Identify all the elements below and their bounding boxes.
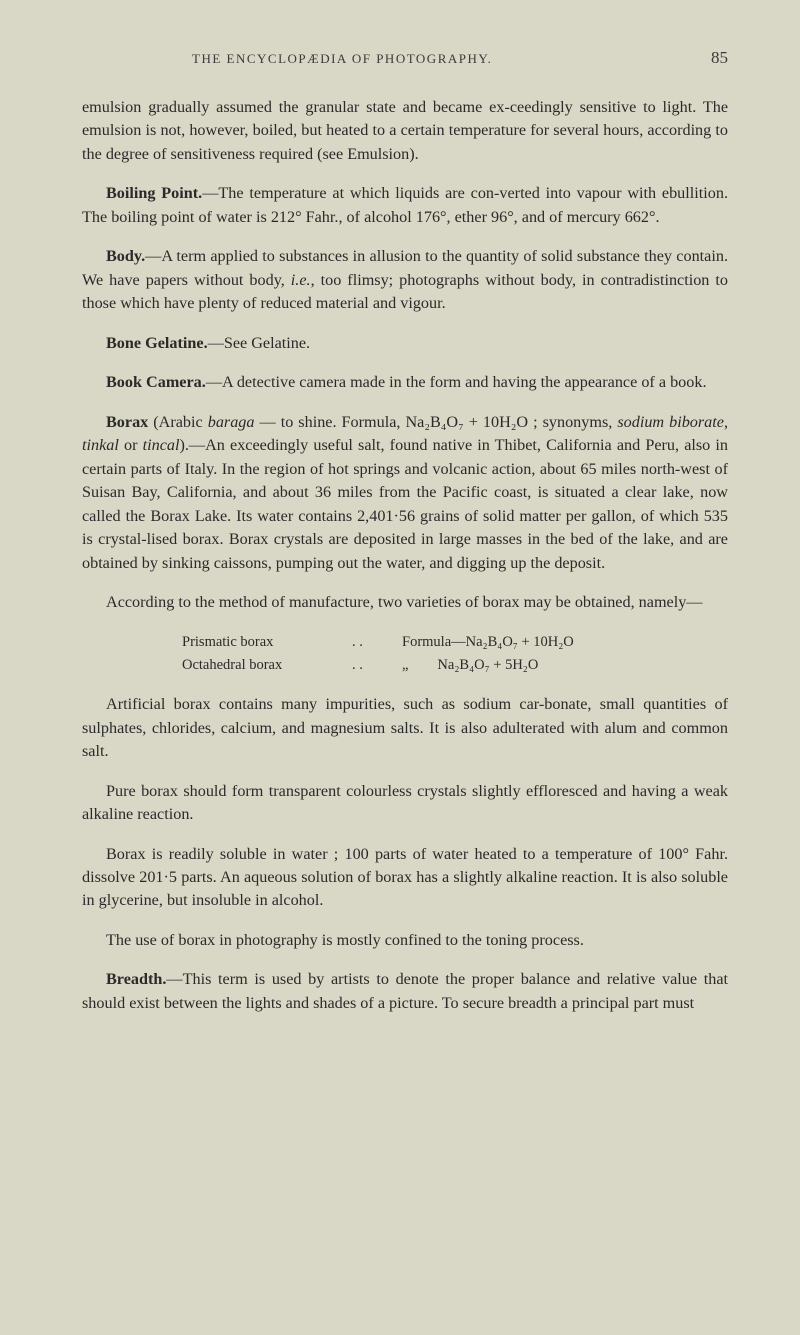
body-text: The use of borax in photography is mostl…	[106, 931, 584, 949]
formula-dots: . .	[352, 654, 402, 677]
entry-bone-gelatine: Bone Gelatine.—See Gelatine.	[82, 332, 728, 355]
body-text: ).—An exceedingly useful salt, found nat…	[82, 436, 728, 571]
entry-heading: Book Camera.	[106, 373, 206, 391]
running-title: THE ENCYCLOPÆDIA OF PHOTOGRAPHY.	[192, 51, 492, 67]
paragraph-manufacture: According to the method of manufacture, …	[82, 591, 728, 614]
running-header: THE ENCYCLOPÆDIA OF PHOTOGRAPHY. 85	[82, 48, 728, 68]
body-text: (Arabic	[148, 413, 207, 431]
italic-text: baraga	[208, 413, 255, 431]
entry-heading: Bone Gelatine.	[106, 334, 208, 352]
formula-row: Octahedral borax . . „ Na₂B₄O₇ + 5H₂O	[182, 654, 728, 677]
body-text: —A detective camera made in the form and…	[206, 373, 707, 391]
formula-label: Prismatic borax	[182, 631, 352, 654]
body-text: Borax is readily soluble in water ; 100 …	[82, 845, 728, 910]
formula-dots: . .	[352, 631, 402, 654]
paragraph-pure-borax: Pure borax should form transparent colou…	[82, 780, 728, 827]
body-text: ,	[724, 413, 728, 431]
body-text: Artificial borax contains many impuritie…	[82, 695, 728, 760]
page-number: 85	[711, 48, 728, 68]
formula-block: Prismatic borax . . Formula—Na₂B₄O₇ + 10…	[182, 631, 728, 677]
paragraph-artificial-borax: Artificial borax contains many impuritie…	[82, 693, 728, 763]
entry-borax: Borax (Arabic baraga — to shine. Formula…	[82, 411, 728, 575]
formula-value: Formula—Na₂B₄O₇ + 10H₂O	[402, 631, 574, 654]
entry-book-camera: Book Camera.—A detective camera made in …	[82, 371, 728, 394]
formula-label: Octahedral borax	[182, 654, 352, 677]
italic-text: tinkal	[82, 436, 119, 454]
italic-text: i.e.	[291, 271, 311, 289]
paragraph-photography-use: The use of borax in photography is mostl…	[82, 929, 728, 952]
body-text: According to the method of manufacture, …	[106, 593, 703, 611]
body-text: or	[119, 436, 143, 454]
formula-value: „ Na₂B₄O₇ + 5H₂O	[402, 654, 538, 677]
body-text: Pure borax should form transparent colou…	[82, 782, 728, 823]
body-text: — to shine. Formula, Na₂B₄O₇ + 10H₂O ; s…	[255, 413, 618, 431]
entry-body: Body.—A term applied to substances in al…	[82, 245, 728, 315]
italic-text: tincal	[143, 436, 180, 454]
paragraph-soluble: Borax is readily soluble in water ; 100 …	[82, 843, 728, 913]
paragraph-emulsion: emulsion gradually assumed the granular …	[82, 96, 728, 166]
formula-row: Prismatic borax . . Formula—Na₂B₄O₇ + 10…	[182, 631, 728, 654]
body-text: —See Gelatine.	[208, 334, 310, 352]
entry-breadth: Breadth.—This term is used by artists to…	[82, 968, 728, 1015]
entry-boiling-point: Boiling Point.—The temperature at which …	[82, 182, 728, 229]
entry-heading: Body.	[106, 247, 145, 265]
body-text: —This term is used by artists to denote …	[82, 970, 728, 1011]
italic-text: sodium biborate	[617, 413, 724, 431]
entry-heading: Borax	[106, 413, 148, 431]
body-text: emulsion gradually assumed the granular …	[82, 98, 728, 163]
entry-heading: Boiling Point.	[106, 184, 202, 202]
entry-heading: Breadth.	[106, 970, 166, 988]
